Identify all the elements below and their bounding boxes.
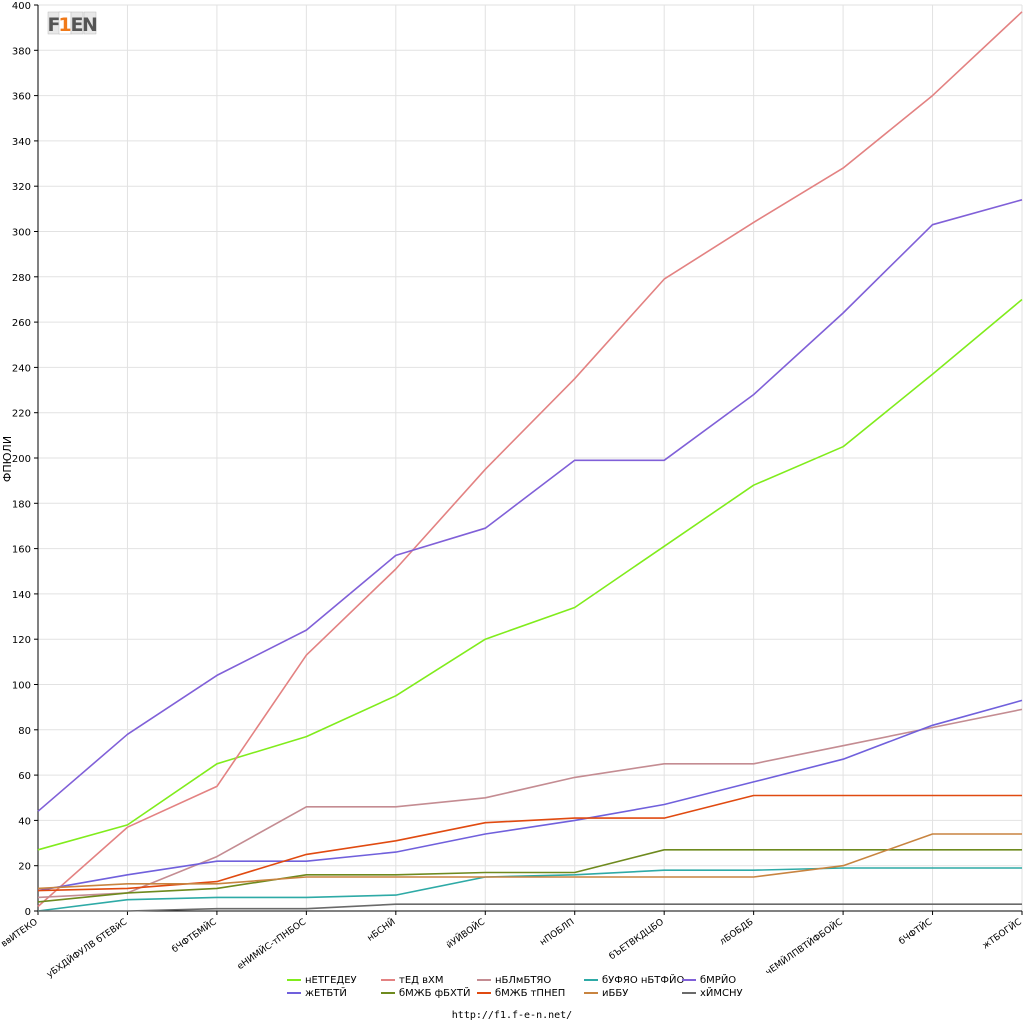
- logo-letter: N: [82, 14, 98, 36]
- x-tick-label: лБОБДБ: [718, 917, 755, 947]
- legend-item: бМЖБ тПНЕП: [477, 988, 565, 999]
- legend-item: нБЛмБТЯО: [477, 975, 551, 986]
- y-tick-label: 220: [12, 409, 31, 420]
- y-tick-label: 120: [12, 635, 31, 646]
- series-line: [37, 848, 1022, 903]
- legend-label: нЕТГЕДЕУ: [305, 975, 357, 986]
- y-tick-label: 160: [12, 545, 31, 556]
- legend-label: нБЛмБТЯО: [495, 975, 551, 986]
- legend-item: бМЖБ фБХТЙ: [381, 986, 470, 999]
- legend-label: бМЖБ фБХТЙ: [399, 986, 470, 999]
- x-tick-label: еНИМЙС-тПНБОС: [235, 916, 309, 973]
- x-tick-label: уБХДЙФУЛВ бТЕВйС: [44, 916, 129, 981]
- y-tick-label: 360: [12, 92, 31, 103]
- x-tick-label: ввИТЕКО: [0, 917, 40, 949]
- x-tick-labels: ввИТЕКО уБХДЙФУЛВ бТЕВйС бЧФТБМЙС еНИМЙС-тП…: [0, 916, 1024, 981]
- x-tick-label: жТБОГЙС: [980, 916, 1024, 952]
- logo-tile: [70, 11, 84, 35]
- y-tick-label: 0: [25, 907, 31, 918]
- legend-item: бУФЯО нБТФЙО: [584, 973, 684, 986]
- x-tick-label: йУЙВОЙС: [444, 916, 487, 951]
- legend-label: иББУ: [602, 988, 628, 999]
- series-line: [37, 794, 1022, 892]
- series-line: [37, 298, 1023, 851]
- y-axis-label: ФПЮЛИ: [1, 436, 14, 482]
- y-tick-label: 320: [12, 182, 31, 193]
- x-tick-label: бЪЕТВКДЦБО: [608, 917, 666, 962]
- legend-item: жЕТБТЙ: [287, 986, 347, 999]
- series-lines: [37, 11, 1023, 912]
- legend-item: бМРЙО: [682, 973, 736, 986]
- logo-letter: 1: [58, 14, 71, 36]
- y-tick-label: 100: [12, 681, 31, 692]
- y-tick-label: 280: [12, 273, 31, 284]
- y-tick-label: 140: [12, 590, 31, 601]
- y-tick-label: 180: [12, 499, 31, 510]
- series-line: [37, 708, 1023, 899]
- y-tick-label: 340: [12, 137, 31, 148]
- legend-item: иББУ: [584, 988, 628, 999]
- legend-label: бУФЯО нБТФЙО: [602, 973, 684, 986]
- legend-label: хЙМСНУ: [700, 986, 743, 999]
- legend-label: бМЖБ тПНЕП: [495, 988, 565, 999]
- series-line: [37, 11, 1023, 908]
- series-line: [37, 867, 1022, 912]
- legend-label: тЕД вХМ: [399, 975, 444, 986]
- y-tick-label: 60: [18, 771, 31, 782]
- series-line: [37, 699, 1023, 892]
- y-tick-label: 300: [12, 228, 31, 239]
- x-tick-label: нПОБЛП: [538, 917, 576, 948]
- footer-url[interactable]: http://f1.f-e-n.net/: [452, 1010, 572, 1021]
- legend-label: бМРЙО: [700, 973, 736, 986]
- y-tick-labels: 0 20 40 60 80 100 120 140 160 180 200 220 240 260 280 3…: [12, 1, 31, 918]
- x-tick-label: нБСНЙ: [365, 916, 398, 944]
- y-tick-label: 260: [12, 318, 31, 329]
- legend-label: жЕТБТЙ: [305, 986, 347, 999]
- y-tick-label: 20: [18, 862, 31, 873]
- y-tick-label: 240: [12, 363, 31, 374]
- y-tick-label: 200: [12, 454, 31, 465]
- logo-letter: F: [48, 14, 61, 36]
- y-tick-label: 380: [12, 46, 31, 57]
- series-line: [37, 833, 1022, 890]
- y-tick-label: 400: [12, 1, 31, 12]
- x-tick-label: чЕМЙЛПВТЙФБОЙС: [763, 916, 845, 978]
- logo-letter: E: [71, 14, 84, 36]
- legend-item: тЕД вХМ: [381, 975, 444, 986]
- legend-item: нЕТГЕДЕУ: [287, 975, 357, 986]
- x-tick-label: бЧФТБМЙС: [169, 916, 218, 956]
- x-tick-label: бЧФТЙС: [896, 916, 934, 948]
- grid: [38, 4, 1023, 912]
- series-line: [37, 199, 1023, 812]
- axes: [34, 4, 1023, 915]
- y-tick-label: 80: [18, 726, 31, 737]
- series-line: [38, 903, 1022, 912]
- y-tick-label: 40: [18, 816, 31, 827]
- legend: нЕТГЕДЕУ тЕД вХМ нБЛмБТЯО бУФЯО нБТФЙО бМРЙО…: [287, 973, 743, 999]
- legend-item: хЙМСНУ: [682, 986, 743, 999]
- logo-tile: [83, 11, 97, 35]
